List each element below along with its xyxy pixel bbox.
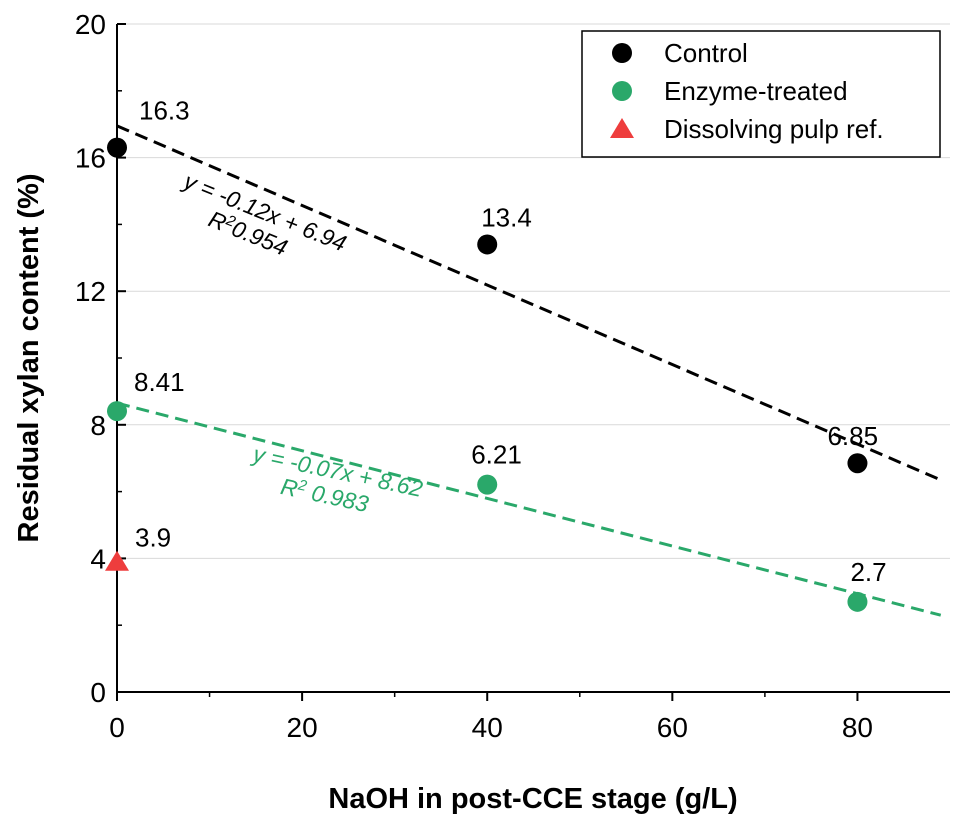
legend-marker-control: [612, 43, 632, 63]
legend-marker-dissolving-pulp-ref: [610, 118, 634, 138]
ticks: 0 4 8 12 16 20 0 20 40 60 80: [75, 9, 873, 743]
data-label-enzyme-treated: 2.7: [850, 557, 886, 587]
point-control: [847, 453, 868, 474]
data-label-control: 6.85: [827, 421, 878, 451]
data-label-control: 13.4: [481, 202, 532, 232]
legend-box: [581, 30, 941, 158]
data-labels: 16.3 13.4 6.85 8.41 6.21 2.7 3.9: [134, 96, 887, 587]
data-label-enzyme-treated: 6.21: [471, 440, 522, 470]
y-tick-label-16: 16: [75, 143, 106, 174]
legend-label-control: Control: [664, 38, 748, 68]
x-tick-label-80: 80: [842, 712, 873, 743]
x-tick-label-0: 0: [109, 712, 125, 743]
legend-label-enzyme-treated: Enzyme-treated: [664, 76, 848, 106]
legend-marker-enzyme-treated: [612, 81, 632, 101]
x-axis-title: NaOH in post-CCE stage (g/L): [328, 783, 737, 815]
point-control: [477, 234, 498, 255]
data-label-control: 16.3: [139, 96, 190, 126]
point-control: [107, 137, 127, 158]
data-label-enzyme-treated: 8.41: [134, 367, 185, 397]
trendline-enzyme-treated: [116, 401, 942, 617]
y-axis-title: Residual xylan content (%): [13, 173, 45, 542]
y-tick-label-4: 4: [90, 543, 106, 574]
point-enzyme-treated: [107, 401, 127, 422]
trendline-control: [116, 124, 942, 482]
legend: Control Enzyme-treated Dissolving pulp ref…: [581, 30, 941, 158]
y-tick-label-0: 0: [90, 677, 106, 708]
trendlines: [116, 124, 942, 617]
x-tick-label-40: 40: [472, 712, 503, 743]
point-dissolving-pulp-ref: [105, 550, 129, 571]
data-label-dissolving-pulp-ref: 3.9: [135, 523, 171, 553]
y-tick-label-12: 12: [75, 276, 106, 307]
y-tick-label-8: 8: [90, 410, 106, 441]
data-points: [105, 137, 868, 612]
x-tick-label-60: 60: [657, 712, 688, 743]
point-enzyme-treated: [847, 591, 868, 612]
y-tick-label-20: 20: [75, 9, 106, 40]
x-tick-label-20: 20: [287, 712, 318, 743]
point-enzyme-treated: [477, 474, 498, 495]
legend-label-dissolving-pulp-ref: Dissolving pulp ref.: [664, 114, 884, 144]
